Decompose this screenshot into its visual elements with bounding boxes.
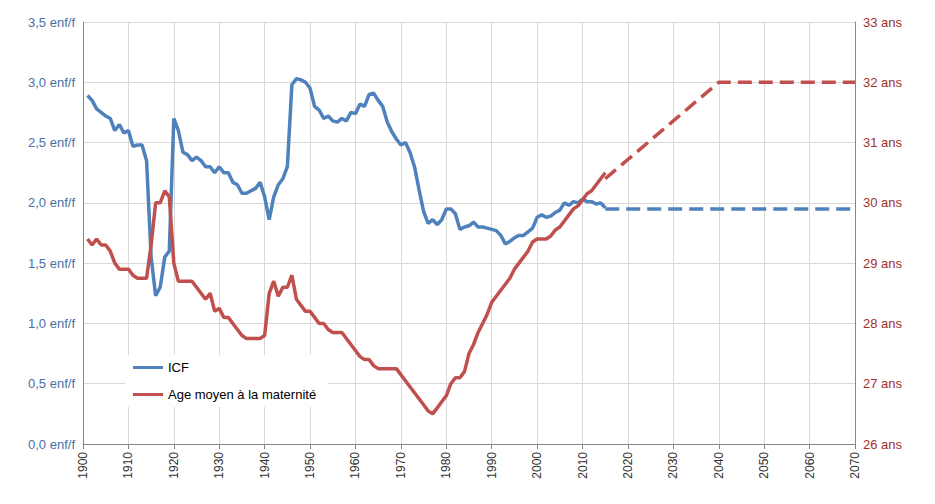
svg-text:1910: 1910 bbox=[121, 452, 135, 479]
svg-text:1970: 1970 bbox=[394, 452, 408, 479]
svg-text:2030: 2030 bbox=[666, 452, 680, 479]
svg-text:Age moyen à la maternité: Age moyen à la maternité bbox=[168, 387, 316, 402]
svg-text:28 ans: 28 ans bbox=[863, 316, 903, 331]
svg-text:27 ans: 27 ans bbox=[863, 376, 903, 391]
svg-text:1,0 enf/f: 1,0 enf/f bbox=[28, 316, 75, 331]
svg-text:1,5 enf/f: 1,5 enf/f bbox=[28, 256, 75, 271]
svg-text:1980: 1980 bbox=[439, 452, 453, 479]
svg-text:31 ans: 31 ans bbox=[863, 135, 903, 150]
svg-text:33 ans: 33 ans bbox=[863, 15, 903, 30]
svg-text:2,5 enf/f: 2,5 enf/f bbox=[28, 135, 75, 150]
svg-text:2010: 2010 bbox=[576, 452, 590, 479]
svg-text:1930: 1930 bbox=[212, 452, 226, 479]
svg-text:1920: 1920 bbox=[167, 452, 181, 479]
svg-text:3,5 enf/f: 3,5 enf/f bbox=[28, 15, 75, 30]
svg-text:1990: 1990 bbox=[485, 452, 499, 479]
svg-text:1900: 1900 bbox=[76, 452, 90, 479]
svg-text:2060: 2060 bbox=[803, 452, 817, 479]
svg-text:0,5 enf/f: 0,5 enf/f bbox=[28, 376, 75, 391]
svg-text:2,0 enf/f: 2,0 enf/f bbox=[28, 195, 75, 210]
svg-text:30 ans: 30 ans bbox=[863, 195, 903, 210]
svg-text:2000: 2000 bbox=[530, 452, 544, 479]
svg-text:0,0 enf/f: 0,0 enf/f bbox=[28, 437, 75, 452]
svg-text:3,0 enf/f: 3,0 enf/f bbox=[28, 75, 75, 90]
svg-text:2020: 2020 bbox=[621, 452, 635, 479]
svg-text:1950: 1950 bbox=[303, 452, 317, 479]
svg-text:32 ans: 32 ans bbox=[863, 75, 903, 90]
svg-text:2070: 2070 bbox=[848, 452, 862, 479]
svg-text:29 ans: 29 ans bbox=[863, 256, 903, 271]
svg-text:1960: 1960 bbox=[348, 452, 362, 479]
svg-text:2050: 2050 bbox=[757, 452, 771, 479]
svg-text:ICF: ICF bbox=[168, 360, 189, 375]
svg-text:1940: 1940 bbox=[258, 452, 272, 479]
svg-text:26 ans: 26 ans bbox=[863, 437, 903, 452]
svg-text:2040: 2040 bbox=[712, 452, 726, 479]
